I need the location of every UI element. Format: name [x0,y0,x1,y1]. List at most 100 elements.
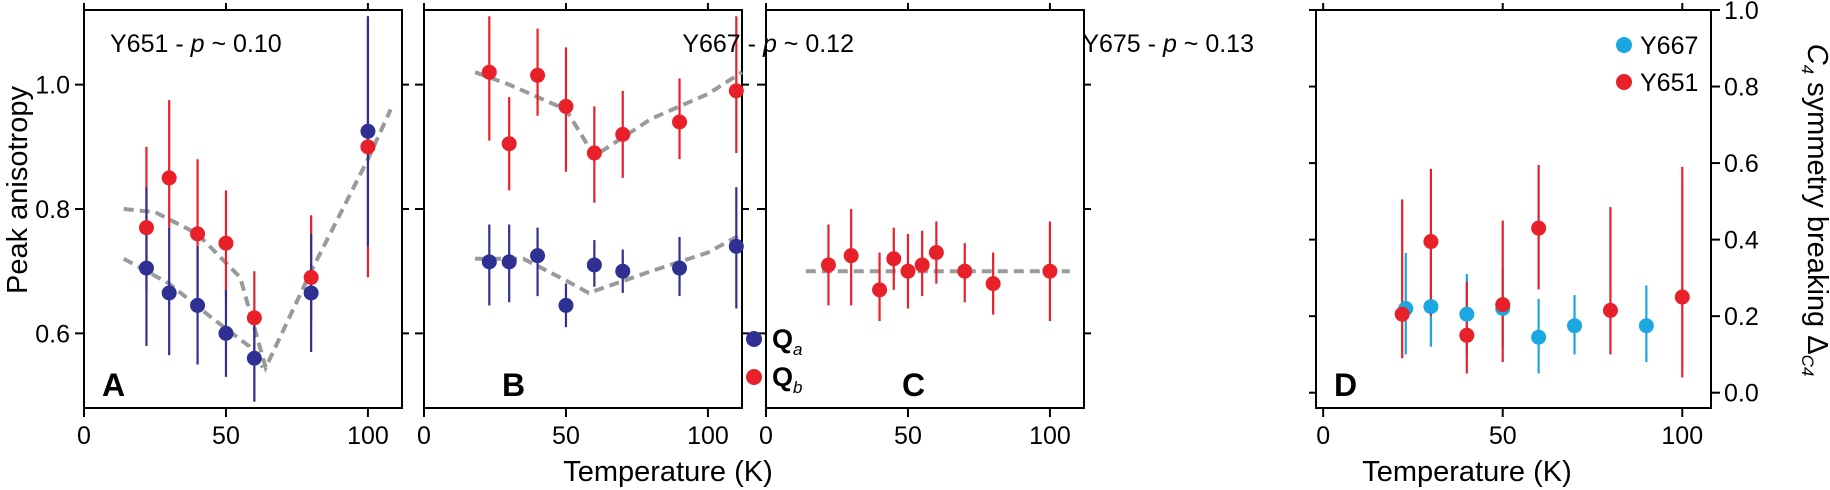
legend-qa-q: Q [772,324,793,354]
panel-a-qb-point [218,235,234,251]
panel-c-qb-point [914,257,930,273]
legend-qb-marker [746,369,762,385]
panel-a-qb-point [303,269,319,285]
panel-b-qb-point [481,64,497,80]
panel-b-title-prefix: Y667 - [682,30,763,58]
panel-c-qb-point [1042,263,1058,279]
panel-d-y667-point [1638,318,1654,334]
panel-a-title-p: p [190,30,205,58]
panel-d-xtick-label: 0 [1316,422,1330,450]
panel-d-ytick-label: 0.6 [1724,150,1759,178]
panel-d-y667-point [1567,318,1583,334]
legend-y651-marker [1616,74,1632,90]
panel-c-qb-point [957,263,973,279]
panel-b-qa-point [481,254,497,270]
panel-a-qa-point [303,285,319,301]
panel-d-ytick-label: 0.0 [1724,380,1759,408]
right-axis-label-c: C [1801,44,1830,66]
panel-b: 0 50 100 [415,3,749,450]
panel-c-letter: C [902,367,925,403]
panel-d-y651-point [1423,234,1439,250]
panel-a-fit-curve [123,108,393,374]
panel-b-qa-point [615,263,631,279]
panel-d-y651-point [1531,220,1547,236]
panel-a-qb-point [161,170,177,186]
panel-b-title-p: p [762,30,777,58]
panel-c-xtick-label: 0 [759,422,773,450]
panel-d-y651-point [1602,302,1618,318]
panel-b-qa-point [530,248,546,264]
panel-a-xtick-label: 0 [77,422,91,450]
panel-a-xtick-label: 50 [212,422,240,450]
legend-qb-q: Q [772,362,793,392]
panel-b-qb-point [672,114,688,130]
panel-d-y667-point [1531,329,1547,345]
panel-b-qb-point [501,136,517,152]
panel-b-title-value: ~ 0.12 [777,30,854,58]
panel-c-title-p: p [1162,30,1177,58]
panel-a-qa-point [246,350,262,366]
right-axis-label-delta-sub: C4 [1798,355,1817,377]
left-axis-label: Peak anisotropy [2,86,34,294]
panel-b-letter: B [502,367,525,403]
panel-c-xtick-label: 50 [894,422,922,450]
panel-a-qa-point [190,297,206,313]
panel-b-frame [423,9,743,409]
panel-a-qa-point [138,260,154,276]
panel-d-ytick-label: 0.8 [1724,74,1759,102]
panel-b-qb-point [615,126,631,142]
panel-d-y667-point [1423,299,1439,315]
panel-c-frame [765,9,1085,409]
bottom-axis-label-d: Temperature (K) [1362,456,1572,488]
panel-b-xtick-label: 100 [687,422,729,450]
legend-y651-label: Y651 [1640,69,1698,97]
panel-c-title: Y675 - p ~ 0.13 [1082,30,1254,58]
panel-b-xtick-label: 50 [552,422,580,450]
right-axis-label: C4 symmetry breaking ΔC4 [1798,44,1830,377]
panel-b-qa-point [586,257,602,273]
panel-c-qb-point [985,276,1001,292]
panel-b-qb-point [530,67,546,83]
panel-d-xtick-label: 50 [1489,422,1517,450]
panel-b-xtick-label: 0 [417,422,431,450]
panel-a-letter: A [102,367,125,403]
panel-c-title-value: ~ 0.13 [1177,30,1254,58]
panel-d-y651-point [1674,289,1690,305]
panel-d-y651-point [1459,327,1475,343]
legend-qa-marker [746,331,762,347]
legend-y667-marker [1616,37,1632,53]
legend-qa-label: Qa [772,324,802,359]
right-axis-label-text: symmetry breaking Δ [1801,74,1830,354]
panel-c-qb-point [886,251,902,267]
panel-a-qa-point [360,123,376,139]
panel-d-ytick-label: 1.0 [1724,0,1759,25]
panel-a-qb-point [246,310,262,326]
panel-a-ytick-label: 0.6 [35,320,70,348]
panel-a-ytick-label: 0.8 [35,196,70,224]
panel-b-qa-point [501,254,517,270]
panel-a-qa-point [161,285,177,301]
panel-a-xtick-label: 100 [347,422,389,450]
panel-a-qb-point [360,139,376,155]
panel-b-qb-point [728,83,744,99]
legend-qa-sub: a [793,340,802,359]
panel-a-qa-point [218,325,234,341]
panel-a-qb-point [190,226,206,242]
panel-c-qb-point [843,248,859,264]
panel-a-title-value: ~ 0.10 [205,30,282,58]
panel-c-title-prefix: Y675 - [1082,30,1163,58]
panel-d-y651-point [1394,306,1410,322]
panel-c: 0 50 100 [757,3,1091,450]
panel-d: 0 50 100 0.0 0.2 0.4 0.6 0.8 1.0 [1309,0,1759,450]
panel-b-fit-curve [475,232,743,296]
panel-c-qb-point [820,257,836,273]
panel-a: 0 50 100 0.6 0.8 1.0 [35,3,409,450]
panel-a-title-prefix: Y651 - [110,30,191,58]
panel-b-qa-point [558,297,574,313]
legend-qb-sub: b [793,378,802,397]
panel-d-ytick-label: 0.2 [1724,303,1759,331]
panel-d-y651-point [1495,297,1511,313]
panel-c-qb-point [900,263,916,279]
panel-b-qa-point [728,238,744,254]
